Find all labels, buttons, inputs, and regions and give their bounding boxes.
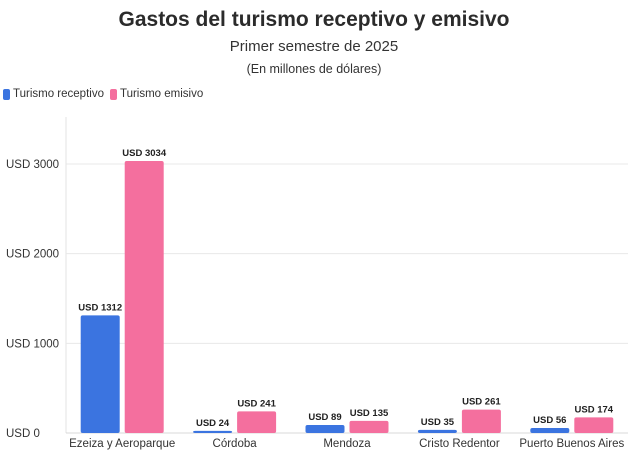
bar-receptivo (305, 425, 345, 433)
chart-subtitle: Primer semestre de 2025 (229, 38, 399, 55)
bar-receptivo (530, 427, 570, 433)
chart-title: Gastos del turismo receptivo y emisivo (118, 8, 510, 31)
y-tick-label: USD 3000 (6, 159, 59, 171)
legend-label-receptivo: Turismo receptivo (13, 88, 104, 100)
bar-receptivo (193, 430, 233, 433)
bar-emisivo (461, 409, 501, 433)
legend-item-receptivo: Turismo receptivo (3, 88, 104, 100)
x-tick-label: Córdoba (213, 438, 258, 450)
bar-emisivo (237, 411, 277, 433)
data-label: USD 174 (575, 404, 614, 415)
data-label: USD 261 (462, 397, 501, 408)
data-label: USD 1312 (78, 302, 122, 313)
y-tick-label: USD 2000 (6, 249, 59, 261)
legend-swatch-receptivo (3, 88, 10, 100)
chart-unit-note: (En millones de dólares) (246, 62, 382, 76)
legend-swatch-emisivo (109, 88, 117, 100)
x-tick-label: Ezeiza y Aeroparque (69, 438, 175, 450)
legend-label-emisivo: Turismo emisivo (119, 88, 204, 100)
y-tick-label: USD 0 (6, 428, 40, 440)
legend: Turismo receptivo Turismo emisivo (3, 88, 209, 100)
data-label: USD 35 (421, 417, 455, 428)
x-tick-label: Cristo Redentor (419, 438, 500, 450)
data-label: USD 241 (237, 398, 276, 409)
x-tick-label: Mendoza (323, 438, 371, 450)
bar-receptivo (80, 315, 120, 433)
legend-item-emisivo: Turismo emisivo (109, 88, 204, 100)
x-tick-label: Puerto Buenos Aires (519, 438, 624, 450)
bar-receptivo (417, 429, 457, 433)
y-tick-label: USD 1000 (6, 338, 59, 350)
data-label: USD 135 (350, 408, 389, 419)
data-label: USD 3034 (122, 148, 167, 159)
bar-emisivo (349, 420, 389, 433)
bar-emisivo (574, 417, 614, 433)
data-label: USD 56 (533, 415, 566, 426)
bar-emisivo (124, 160, 164, 433)
data-label: USD 89 (308, 412, 341, 423)
data-label: USD 24 (196, 418, 230, 429)
